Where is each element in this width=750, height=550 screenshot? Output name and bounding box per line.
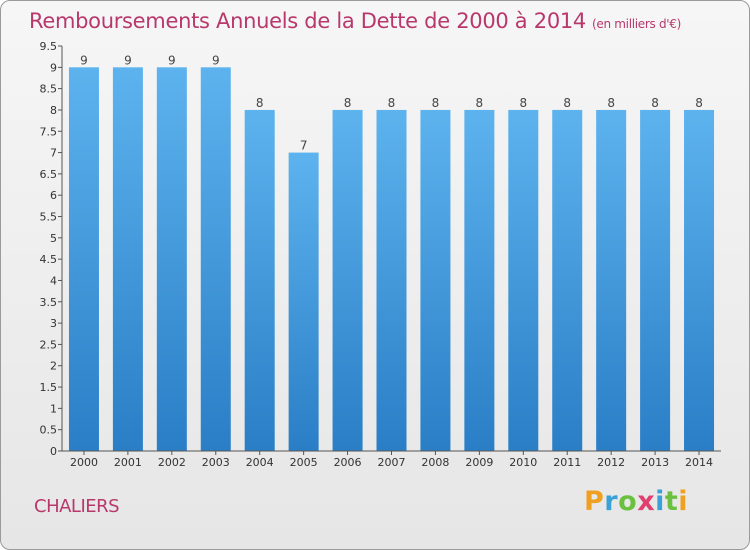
bar-value-label: 7 [300,139,308,153]
y-tick-label: 9.5 [40,40,58,53]
y-tick-label: 0 [50,445,57,458]
y-tick-label: 1 [50,402,57,415]
x-tick-label: 2014 [685,456,713,469]
x-tick-label: 2005 [290,456,318,469]
y-tick-label: 8.5 [40,83,58,96]
x-tick-label: 2011 [553,456,581,469]
bar-2011 [552,109,583,452]
y-tick-label: 4.5 [40,253,58,266]
y-tick-label: 5.5 [40,211,58,224]
y-tick-label: 7 [50,147,57,160]
bar-value-label: 8 [344,96,352,110]
bar-2009 [464,109,495,452]
bar-value-label: 9 [124,53,132,67]
bar-2000 [68,67,99,451]
bar-value-label: 9 [80,53,88,67]
x-tick-label: 2001 [114,456,142,469]
bar-value-label: 9 [212,53,220,67]
logo-letter: o [618,486,638,517]
y-tick-label: 3.5 [40,296,58,309]
y-tick-label: 9 [50,61,57,74]
x-tick-label: 2012 [597,456,625,469]
unit-label: (en milliers d'€) [592,17,682,31]
bar-value-label: 8 [651,96,659,110]
bar-value-label: 8 [519,96,527,110]
y-tick-label: 8 [50,104,57,117]
x-tick-label: 2004 [246,456,274,469]
bar-2003 [200,67,231,451]
x-tick-label: 2010 [509,456,537,469]
y-tick-label: 2 [50,360,57,373]
y-tick-label: 6.5 [40,168,58,181]
logo-letter: P [584,486,605,517]
bar-value-label: 8 [695,96,703,110]
bar-2012 [596,109,627,452]
bar-2010 [508,109,539,452]
x-tick-label: 2007 [378,456,406,469]
logo-letter: t [664,486,679,517]
x-tick-label: 2008 [421,456,449,469]
y-tick-label: 6 [50,189,57,202]
chart-title: Remboursements Annuels de la Dette de 20… [29,9,682,33]
bar-2001 [112,67,143,451]
bar-2002 [156,67,187,451]
x-tick-label: 2000 [70,456,98,469]
logo-letter: i [655,486,665,517]
bar-value-label: 8 [256,96,264,110]
bar-2014 [684,109,715,452]
bar-2004 [244,109,275,452]
bar-2005 [288,152,319,451]
y-tick-label: 5 [50,232,57,245]
bar-value-label: 9 [168,53,176,67]
x-tick-label: 2006 [334,456,362,469]
x-tick-label: 2003 [202,456,230,469]
x-tick-label: 2013 [641,456,669,469]
bar-2007 [376,109,407,452]
commune-name: CHALIERS [34,496,120,517]
x-tick-label: 2009 [465,456,493,469]
logo-letter: i [678,486,689,517]
bar-2006 [332,109,363,452]
y-tick-label: 3 [50,317,57,330]
bar-value-label: 8 [476,96,484,110]
y-tick-label: 0.5 [40,424,58,437]
proxiti-logo: Proxiti [584,486,688,517]
y-tick-label: 1.5 [40,381,58,394]
bar-value-label: 8 [432,96,440,110]
logo-letter: x [637,486,656,517]
y-tick-label: 2.5 [40,338,58,351]
y-tick-label: 7.5 [40,125,58,138]
bar-value-label: 8 [563,96,571,110]
logo-letter: r [604,486,619,517]
bar-value-label: 8 [388,96,396,110]
x-tick-label: 2002 [158,456,186,469]
y-tick-label: 4 [50,274,57,287]
bar-value-label: 8 [607,96,615,110]
bar-2013 [640,109,671,452]
bar-2008 [420,109,451,452]
